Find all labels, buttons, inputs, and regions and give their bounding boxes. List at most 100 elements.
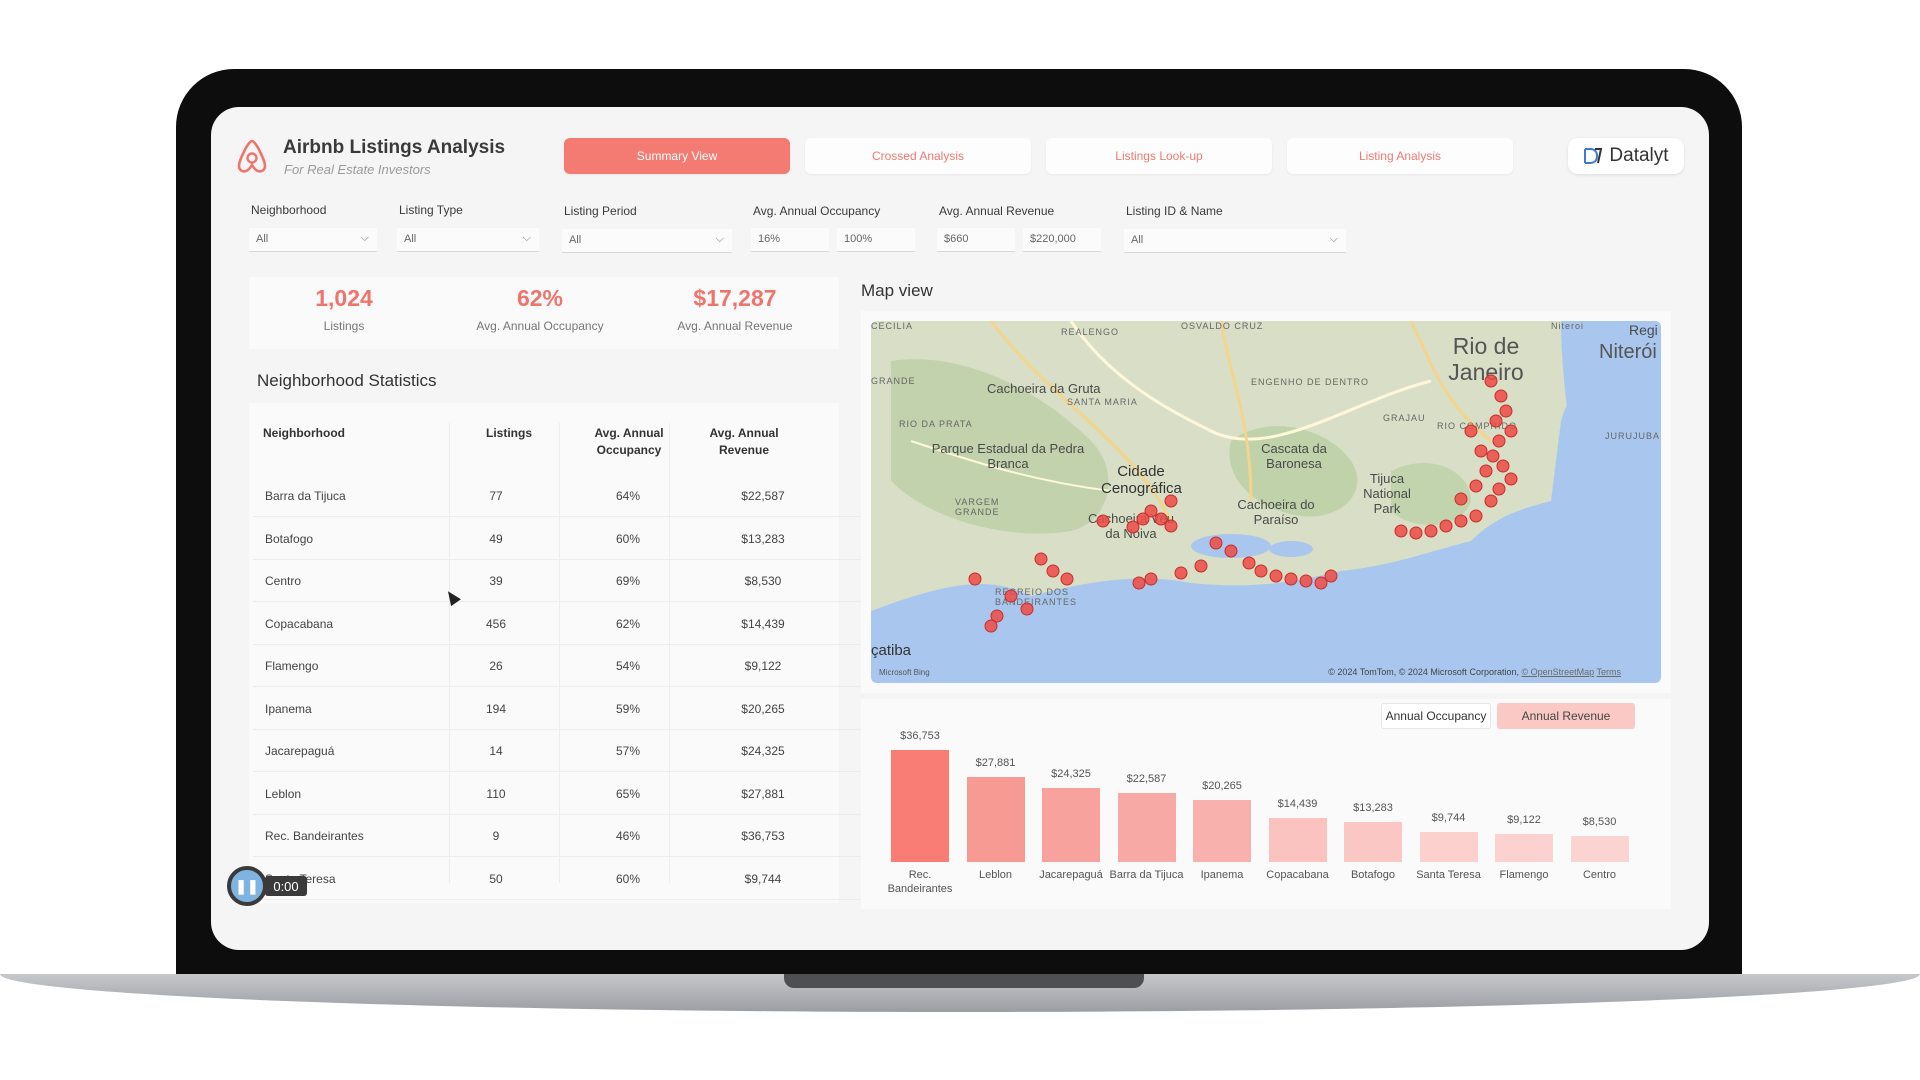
listing-marker[interactable]: [1489, 414, 1503, 428]
listing-marker[interactable]: [1492, 482, 1506, 496]
listing-marker[interactable]: [968, 572, 982, 586]
table-row[interactable]: Leblon 110 65% $27,881: [253, 773, 1035, 815]
listing-marker[interactable]: [1464, 424, 1478, 438]
annual-occupancy-toggle[interactable]: Annual Occupancy: [1381, 703, 1491, 729]
listing-marker[interactable]: [1154, 512, 1168, 526]
datalyt-brand[interactable]: Datalyt: [1568, 138, 1684, 174]
terms-link[interactable]: Terms: [1596, 667, 1622, 677]
listing-marker[interactable]: [1504, 424, 1518, 438]
table-row[interactable]: Flamengo 26 54% $9,122: [253, 645, 1035, 687]
occupancy-min-input[interactable]: 16%: [751, 228, 829, 252]
table-row[interactable]: Barra da Tijuca 77 64% $22,587: [253, 475, 1035, 517]
listing-marker[interactable]: [1492, 434, 1506, 448]
listing-marker[interactable]: [1324, 569, 1338, 583]
bar-barra-da-tijuca[interactable]: [1117, 793, 1176, 862]
col-header-occupancy[interactable]: Avg. Annual Occupancy: [594, 426, 664, 457]
listing-type-value: All: [404, 233, 417, 245]
listing-marker[interactable]: [990, 609, 1004, 623]
bar-copacabana[interactable]: [1268, 817, 1327, 862]
tab-listings-look-up[interactable]: Listings Look-up: [1046, 138, 1272, 174]
listing-marker[interactable]: [1409, 526, 1423, 540]
listing-marker[interactable]: [1060, 572, 1074, 586]
listing-marker[interactable]: [1469, 509, 1483, 523]
listing-marker[interactable]: [1314, 576, 1328, 590]
listing-marker[interactable]: [1096, 514, 1110, 528]
listing-marker[interactable]: [1394, 524, 1408, 538]
listing-marker[interactable]: [1496, 459, 1510, 473]
listing-marker[interactable]: [1224, 544, 1238, 558]
tab-crossed-analysis[interactable]: Crossed Analysis: [805, 138, 1031, 174]
col-header-neighborhood[interactable]: Neighborhood: [263, 426, 345, 440]
listing-marker[interactable]: [1164, 519, 1178, 533]
bing-logo: Microsoft Bing: [879, 668, 930, 677]
listing-marker[interactable]: [1454, 514, 1468, 528]
bar-centro[interactable]: [1570, 836, 1629, 862]
listing-marker[interactable]: [1284, 572, 1298, 586]
listing-marker[interactable]: [1164, 494, 1178, 508]
listing-marker[interactable]: [1046, 564, 1060, 578]
attribution-text: © 2024 TomTom, © 2024 Microsoft Corporat…: [1328, 667, 1519, 677]
listing-marker[interactable]: [1484, 374, 1498, 388]
listing-marker[interactable]: [1469, 479, 1483, 493]
listing-type-dropdown[interactable]: All ⌵: [397, 228, 539, 252]
revenue-min-input[interactable]: $660: [937, 228, 1015, 252]
listing-markers[interactable]: [871, 321, 1661, 683]
listing-marker[interactable]: [1499, 404, 1513, 418]
listing-marker[interactable]: [1242, 556, 1256, 570]
listing-marker[interactable]: [1269, 569, 1283, 583]
occupancy-max-input[interactable]: 100%: [837, 228, 915, 252]
bar-santa-teresa[interactable]: [1419, 832, 1478, 862]
neighborhood-dropdown[interactable]: All ⌵: [249, 228, 377, 252]
bar-flamengo[interactable]: [1495, 834, 1553, 862]
bar-botafogo[interactable]: [1344, 821, 1402, 862]
tab-summary-view[interactable]: Summary View: [564, 138, 790, 174]
table-row[interactable]: Jacarepaguá 14 57% $24,325: [253, 730, 1035, 772]
col-header-revenue[interactable]: Avg. Annual Revenue: [709, 426, 779, 457]
listing-marker[interactable]: [1474, 444, 1488, 458]
listing-marker[interactable]: [1484, 494, 1498, 508]
bar-rec-bandeirantes[interactable]: [891, 750, 949, 862]
map-label-santa-maria: SANTA MARIA: [1067, 397, 1138, 407]
listing-marker[interactable]: [1034, 552, 1048, 566]
osm-link[interactable]: © OpenStreetMap: [1521, 667, 1595, 677]
listing-marker[interactable]: [1424, 524, 1438, 538]
listing-marker[interactable]: [1136, 512, 1150, 526]
listing-marker[interactable]: [1126, 520, 1140, 534]
annual-revenue-toggle[interactable]: Annual Revenue: [1497, 703, 1635, 729]
listing-marker[interactable]: [1174, 566, 1188, 580]
bar-ipanema[interactable]: [1193, 800, 1251, 862]
table-row[interactable]: Copacabana 456 62% $14,439: [253, 603, 1035, 645]
listing-marker[interactable]: [1439, 519, 1453, 533]
video-player-control[interactable]: 0:00 ❚❚: [227, 866, 309, 906]
col-header-listings[interactable]: Listings: [485, 426, 532, 440]
table-row[interactable]: Centro 39 69% $8,530: [253, 560, 1035, 602]
listing-marker[interactable]: [1194, 559, 1208, 573]
listing-marker[interactable]: [1479, 464, 1493, 478]
listing-marker[interactable]: [1144, 504, 1158, 518]
table-row[interactable]: Ipanema 194 59% $20,265: [253, 688, 1035, 730]
listing-marker[interactable]: [984, 619, 998, 633]
listing-marker[interactable]: [1504, 472, 1518, 486]
listing-marker[interactable]: [1486, 449, 1500, 463]
listing-marker[interactable]: [1454, 492, 1468, 506]
bar-leblon[interactable]: [966, 777, 1025, 862]
listing-marker[interactable]: [1494, 389, 1508, 403]
listing-marker[interactable]: [1299, 574, 1313, 588]
kpi-revenue: $17,287 Avg. Annual Revenue: [635, 285, 835, 333]
listing-marker[interactable]: [1254, 564, 1268, 578]
listing-period-dropdown[interactable]: All ⌵: [562, 229, 732, 253]
listing-id-dropdown[interactable]: All ⌵: [1124, 229, 1346, 253]
listing-marker[interactable]: [1004, 589, 1018, 603]
map-view[interactable]: Rio de Janeiro Niterói Cachoeira da Grut…: [871, 321, 1661, 683]
tab-listing-analysis[interactable]: Listing Analysis: [1287, 138, 1513, 174]
table-row[interactable]: Rec. Bandeirantes 9 46% $36,753: [253, 815, 1035, 857]
listing-marker[interactable]: [1144, 572, 1158, 586]
pause-button[interactable]: ❚❚: [227, 866, 267, 906]
listing-marker[interactable]: [1020, 602, 1034, 616]
bar-jacarepagu-[interactable]: [1042, 787, 1100, 862]
listing-marker[interactable]: [1132, 576, 1146, 590]
table-row[interactable]: Botafogo 49 60% $13,283: [253, 518, 1035, 560]
revenue-max-input[interactable]: $220,000: [1023, 228, 1101, 252]
listing-marker[interactable]: [1209, 536, 1223, 550]
column-divider: [449, 423, 450, 883]
